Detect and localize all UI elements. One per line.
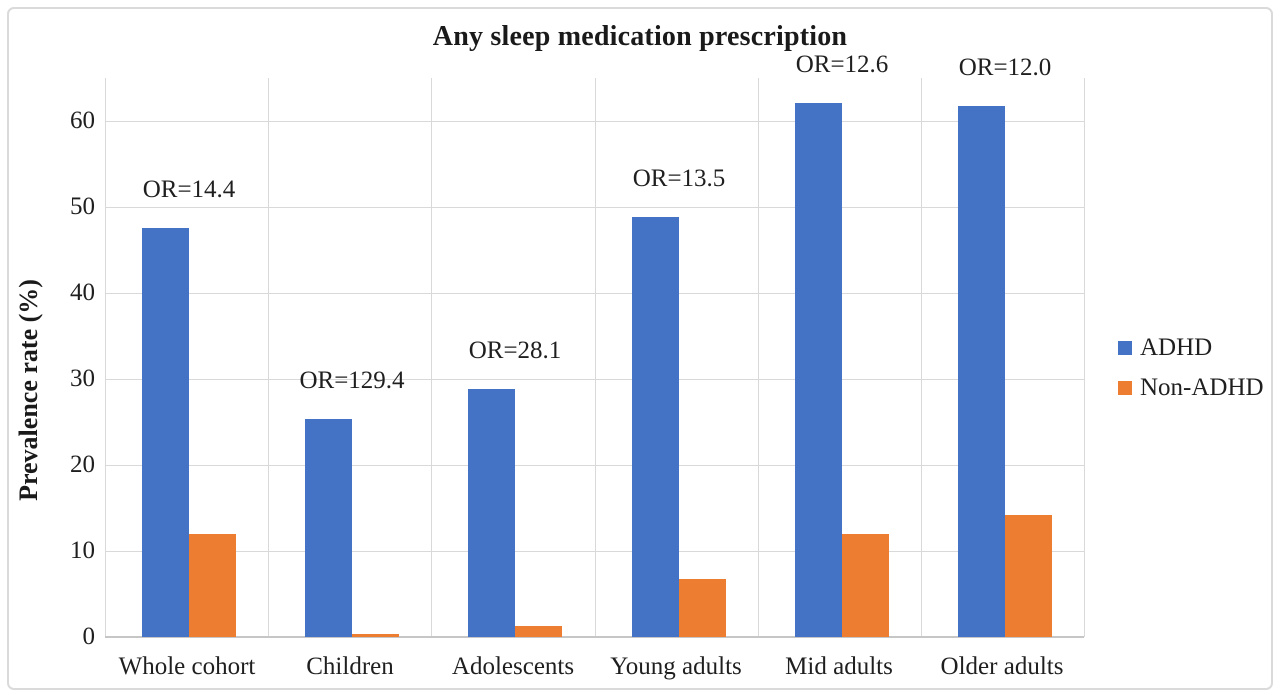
legend-swatch-adhd bbox=[1118, 340, 1132, 355]
or-annotation-whole-cohort: OR=14.4 bbox=[142, 176, 236, 203]
gridline-horizontal bbox=[105, 293, 1084, 294]
gridline-horizontal bbox=[105, 121, 1084, 122]
x-axis-line bbox=[105, 636, 1084, 638]
x-category-label-older-adults: Older adults bbox=[940, 653, 1064, 680]
y-axis-line bbox=[105, 78, 106, 637]
or-annotation-children: OR=129.4 bbox=[299, 367, 405, 394]
plot-area: 0 10 20 30 40 50 60 OR=14.4 Whole cohort OR=129.4… bbox=[70, 51, 1085, 680]
or-annotation-young-adults: OR=13.5 bbox=[632, 165, 726, 192]
or-annotation-mid-adults: OR=12.6 bbox=[795, 51, 889, 78]
y-tick-label: 30 bbox=[70, 365, 95, 392]
gridline-horizontal bbox=[105, 207, 1084, 208]
gridline-vertical bbox=[431, 78, 432, 637]
y-tick-label: 0 bbox=[82, 623, 96, 650]
bar-adhd-children bbox=[305, 419, 352, 637]
bar-adhd-adolescents bbox=[468, 389, 515, 637]
bar-non-adhd-older-adults bbox=[1005, 515, 1052, 637]
chart-title: Any sleep medication prescription bbox=[432, 21, 848, 52]
gridline-horizontal bbox=[105, 465, 1084, 466]
bar-non-adhd-adolescents bbox=[515, 626, 562, 637]
gridline-vertical bbox=[1084, 78, 1085, 637]
y-tick-label: 50 bbox=[70, 193, 95, 220]
gridline-vertical bbox=[595, 78, 596, 637]
y-tick-label: 60 bbox=[70, 107, 95, 134]
y-tick-label: 10 bbox=[70, 537, 95, 564]
bar-non-adhd-young-adults bbox=[679, 579, 726, 637]
or-annotation-adolescents: OR=28.1 bbox=[468, 337, 562, 364]
gridline-horizontal bbox=[105, 551, 1084, 552]
gridline-vertical bbox=[921, 78, 922, 637]
bar-non-adhd-mid-adults bbox=[842, 534, 889, 637]
x-category-label-adolescents: Adolescents bbox=[451, 653, 575, 680]
bar-adhd-mid-adults bbox=[795, 103, 842, 637]
legend: ADHD Non-ADHD bbox=[1118, 334, 1264, 401]
y-tick-label: 20 bbox=[70, 451, 95, 478]
legend-label-adhd: ADHD bbox=[1140, 334, 1213, 361]
legend-swatch-non-adhd bbox=[1118, 380, 1132, 395]
or-annotation-older-adults: OR=12.0 bbox=[958, 54, 1052, 81]
bar-non-adhd-children bbox=[352, 634, 399, 637]
bar-non-adhd-whole-cohort bbox=[189, 534, 236, 637]
legend-item-adhd: ADHD bbox=[1118, 334, 1264, 361]
bar-adhd-older-adults bbox=[958, 106, 1005, 637]
x-category-label-children: Children bbox=[306, 653, 394, 680]
legend-item-non-adhd: Non-ADHD bbox=[1118, 374, 1264, 401]
x-category-label-whole-cohort: Whole cohort bbox=[118, 653, 256, 680]
y-tick-label: 40 bbox=[70, 279, 95, 306]
x-category-label-young-adults: Young adults bbox=[610, 653, 742, 680]
gridline-horizontal bbox=[105, 379, 1084, 380]
bar-adhd-young-adults bbox=[632, 217, 679, 637]
bar-adhd-whole-cohort bbox=[142, 228, 189, 637]
legend-label-non-adhd: Non-ADHD bbox=[1140, 374, 1264, 401]
gridline-vertical bbox=[758, 78, 759, 637]
y-axis-title-text: Prevalence rate (%) bbox=[14, 278, 44, 501]
x-category-label-mid-adults: Mid adults bbox=[785, 653, 893, 680]
gridline-vertical bbox=[268, 78, 269, 637]
